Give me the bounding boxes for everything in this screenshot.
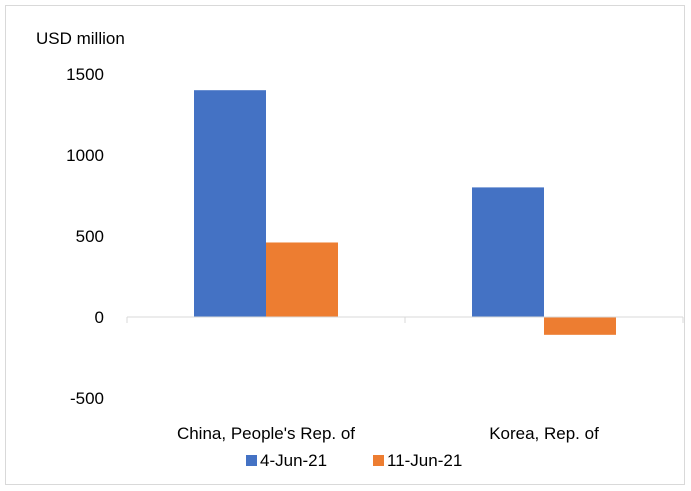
x-axis <box>126 316 684 323</box>
chart-frame <box>5 5 685 485</box>
category-label: Korea, Rep. of <box>489 424 599 443</box>
bar-series-2 <box>266 242 338 317</box>
bars <box>194 90 616 335</box>
legend-swatch <box>373 455 384 466</box>
y-axis-unit-label: USD million <box>36 29 125 48</box>
bar-series-1 <box>472 187 544 317</box>
legend-swatch <box>246 455 257 466</box>
y-tick-label: 500 <box>76 227 104 246</box>
legend: 4-Jun-21 11-Jun-21 <box>246 451 462 470</box>
y-tick-label: 1500 <box>66 65 104 84</box>
bar-series-2 <box>544 317 616 335</box>
category-label: China, People's Rep. of <box>177 424 355 443</box>
y-tick-label: 1000 <box>66 146 104 165</box>
y-tick-label: -500 <box>70 389 104 408</box>
y-axis-tick-labels: 1500 1000 500 0 -500 <box>66 65 104 408</box>
legend-label: 4-Jun-21 <box>260 451 327 470</box>
category-labels: China, People's Rep. of Korea, Rep. of <box>177 424 599 443</box>
y-tick-label: 0 <box>95 308 104 327</box>
legend-label: 11-Jun-21 <box>387 451 462 470</box>
bar-series-1 <box>194 90 266 317</box>
